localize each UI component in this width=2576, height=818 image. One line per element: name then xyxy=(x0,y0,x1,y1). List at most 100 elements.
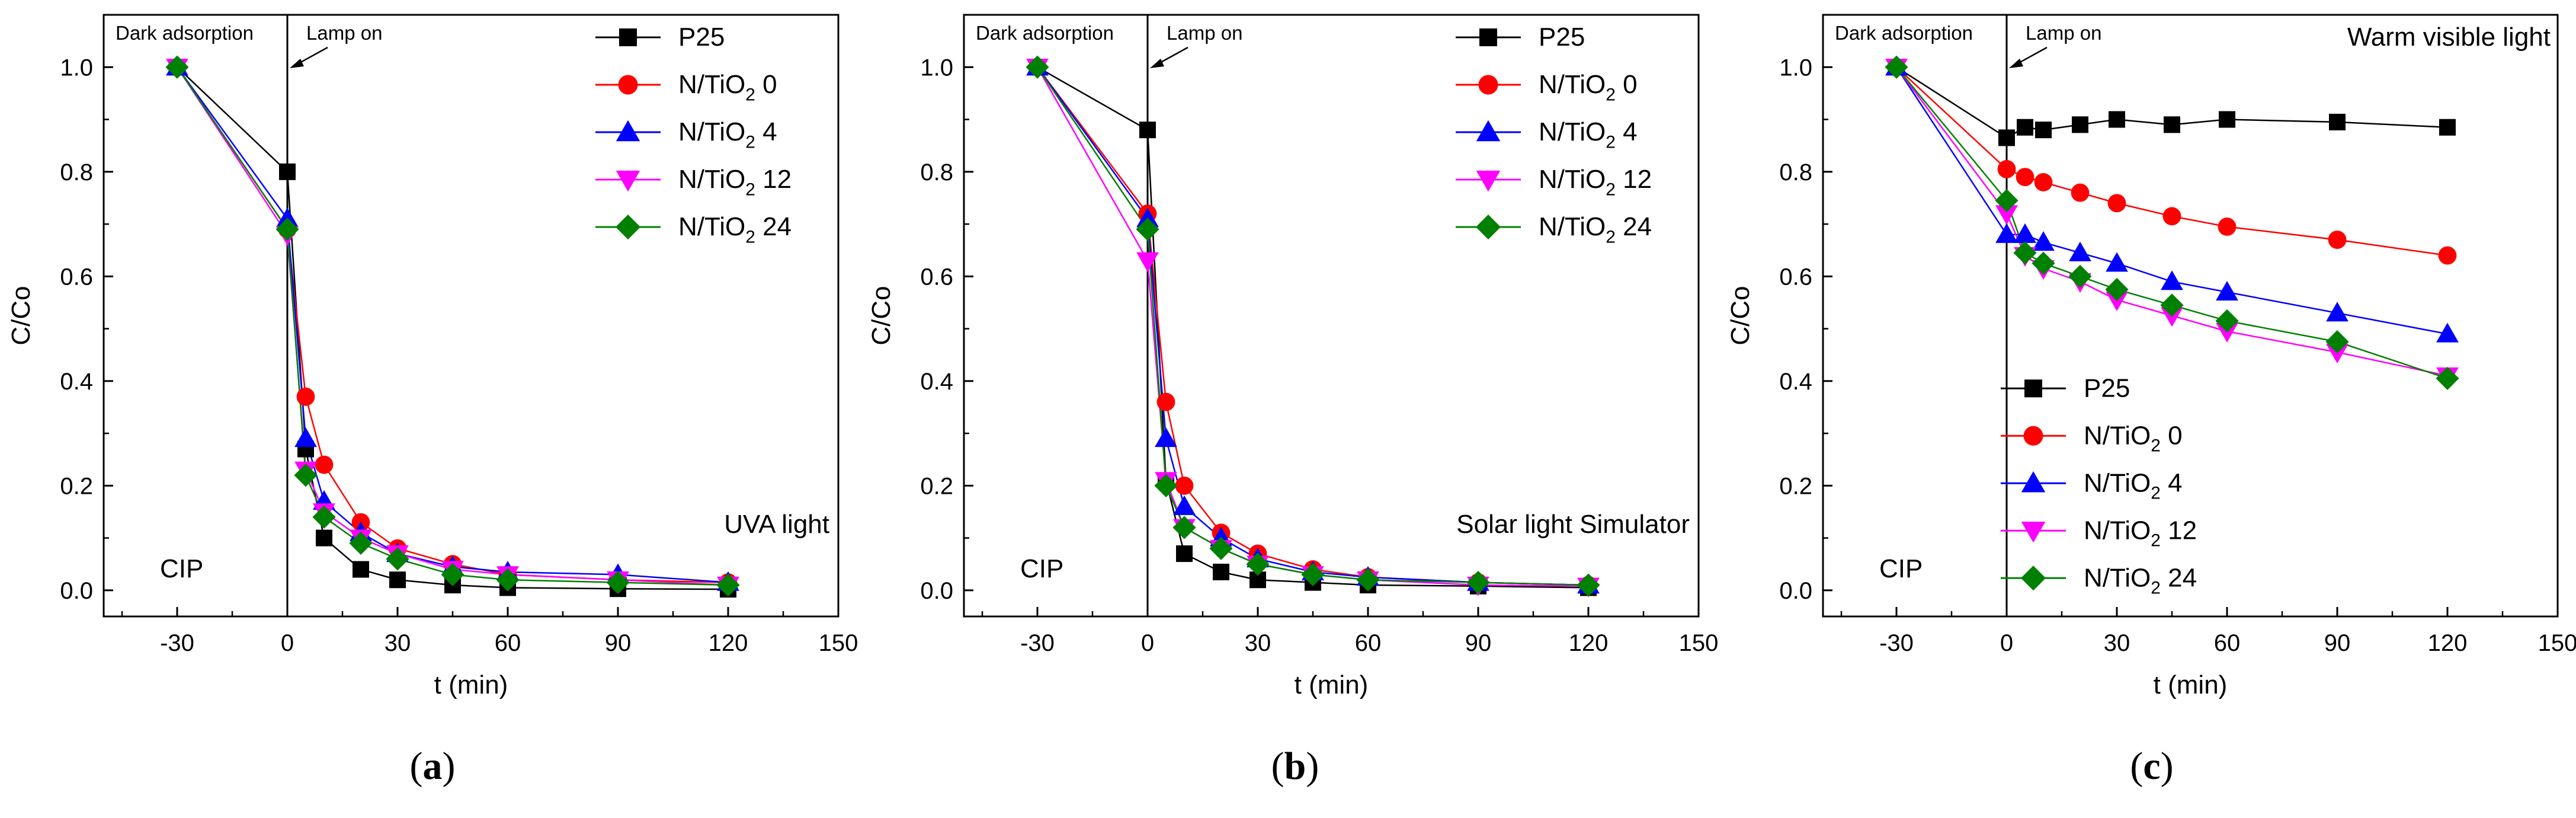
x-tick-label: 0 xyxy=(281,630,294,656)
data-point xyxy=(441,563,464,586)
data-point xyxy=(2107,194,2126,213)
data-point xyxy=(315,455,334,474)
legend-label: N/TiO2 4 xyxy=(1539,117,1638,152)
data-point xyxy=(353,561,369,578)
legend-label: N/TiO2 0 xyxy=(678,70,777,104)
y-tick-label: 0.2 xyxy=(60,473,93,499)
data-point xyxy=(496,568,520,592)
x-axis-label: t (min) xyxy=(2154,670,2228,699)
legend-label: N/TiO2 24 xyxy=(678,212,792,247)
data-point xyxy=(1139,122,1156,139)
legend-marker xyxy=(1478,75,1498,95)
data-point xyxy=(2109,111,2125,128)
data-point xyxy=(2106,252,2128,272)
series-line xyxy=(177,66,729,590)
light-source-label: UVA light xyxy=(724,510,829,539)
plot-frame xyxy=(1822,14,2559,618)
x-tick-label: 120 xyxy=(2428,630,2468,656)
legend-label: N/TiO2 24 xyxy=(2084,563,2197,597)
panel-label-b: (b) xyxy=(1271,744,1319,788)
data-point xyxy=(1136,252,1159,272)
y-tick-label: 0.4 xyxy=(1779,369,1812,395)
x-axis-label: t (min) xyxy=(1295,670,1369,699)
x-tick-label: -30 xyxy=(1879,630,1914,656)
y-tick-label: 0.0 xyxy=(60,578,93,604)
compound-label: CIP xyxy=(1879,554,1923,583)
data-point xyxy=(1356,568,1380,592)
data-point xyxy=(1997,159,2016,178)
data-point xyxy=(1172,516,1196,539)
x-tick-label: 60 xyxy=(495,630,521,656)
y-tick-label: 1.0 xyxy=(1779,55,1812,81)
data-point xyxy=(276,207,299,228)
data-point xyxy=(389,571,406,589)
data-point xyxy=(2325,330,2349,354)
data-point xyxy=(1154,474,1178,497)
data-point xyxy=(2328,231,2347,249)
y-tick-label: 1.0 xyxy=(920,55,953,81)
x-tick-label: 0 xyxy=(1141,630,1154,656)
legend-marker xyxy=(619,28,637,46)
data-point xyxy=(606,571,630,595)
series-line xyxy=(1037,66,1589,586)
data-point xyxy=(1995,205,2018,225)
legend-label: N/TiO2 4 xyxy=(2084,468,2183,503)
data-point xyxy=(2161,270,2183,290)
y-tick-label: 0.2 xyxy=(920,473,953,499)
dark-adsorption-label: Dark adsorption xyxy=(976,22,1114,44)
chart-panel-1: -30 0 30 60 90 120 150 0.0 0.2 0.4 0.6 0.8 1.0 t (min… xyxy=(7,14,858,699)
series-line xyxy=(1896,66,2448,257)
data-point xyxy=(2072,116,2088,133)
data-point xyxy=(1301,563,1325,586)
legend-label: N/TiO2 12 xyxy=(1539,165,1652,199)
y-tick-label: 0.2 xyxy=(1779,473,1812,499)
data-point xyxy=(2326,344,2348,364)
data-point xyxy=(1175,476,1194,495)
data-point xyxy=(1995,223,2018,243)
data-point xyxy=(316,529,332,547)
plot-frame xyxy=(963,14,1700,618)
legend-marker xyxy=(616,120,640,142)
y-tick-label: 0.6 xyxy=(920,264,953,290)
lamp-on-arrowhead xyxy=(2009,59,2023,68)
data-point xyxy=(1136,218,1159,241)
light-source-label: Solar light Simulator xyxy=(1456,510,1690,539)
series-line xyxy=(1896,66,2448,379)
data-point xyxy=(386,547,409,571)
data-point xyxy=(2162,207,2181,226)
lamp-on-label: Lamp on xyxy=(2026,22,2101,44)
data-point xyxy=(2106,291,2128,311)
data-point xyxy=(2216,280,2238,301)
data-point xyxy=(2436,366,2459,391)
data-point xyxy=(2216,322,2238,343)
data-point xyxy=(2069,241,2091,261)
legend-marker xyxy=(1476,215,1501,239)
data-point xyxy=(1176,545,1193,563)
y-tick-label: 1.0 xyxy=(60,55,93,81)
series-line xyxy=(176,66,729,583)
data-point xyxy=(2032,251,2055,275)
x-tick-label: 90 xyxy=(2324,630,2351,656)
data-point xyxy=(2164,116,2180,133)
y-axis-label: C/Co xyxy=(867,286,896,345)
series-line xyxy=(176,66,729,586)
data-point xyxy=(1466,571,1490,595)
x-tick-label: -30 xyxy=(160,630,194,656)
legend-label: P25 xyxy=(1539,23,1585,52)
data-point xyxy=(1213,563,1229,580)
legend-label: P25 xyxy=(678,23,725,52)
x-tick-label: 120 xyxy=(1569,630,1609,656)
data-point xyxy=(2013,241,2037,265)
x-tick-label: 30 xyxy=(385,630,411,656)
x-tick-label: 30 xyxy=(1245,630,1271,656)
dark-adsorption-label: Dark adsorption xyxy=(1835,22,1973,44)
data-point xyxy=(1136,207,1159,228)
data-point xyxy=(2034,173,2053,191)
data-point xyxy=(1246,552,1270,576)
y-tick-label: 0.6 xyxy=(1779,264,1812,290)
y-tick-label: 0.4 xyxy=(60,369,93,395)
series-line xyxy=(1036,66,1589,586)
x-tick-label: 60 xyxy=(2214,630,2241,656)
data-point xyxy=(1998,129,2015,146)
